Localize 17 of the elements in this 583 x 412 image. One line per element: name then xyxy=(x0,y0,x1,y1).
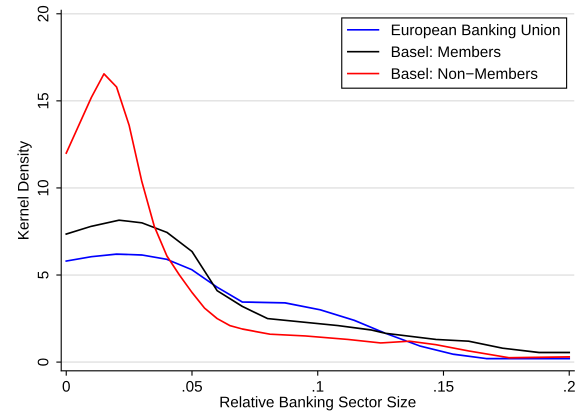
y-tick-label: 20 xyxy=(38,6,48,22)
x-tick-label: .05 xyxy=(182,380,202,392)
x-tick-label: .15 xyxy=(434,381,454,392)
y-axis-title: Kernel Density xyxy=(17,140,32,239)
legend-label: European Banking Union xyxy=(392,24,560,38)
legend-label: Basel: Non−Members xyxy=(392,68,538,80)
x-axis-title: Relative Banking Sector Size xyxy=(220,396,416,410)
y-tick-label: 15 xyxy=(38,93,48,108)
line-series xyxy=(65,253,570,360)
x-tick-label: .1 xyxy=(312,381,324,392)
x-tick-label: .2 xyxy=(564,380,575,392)
x-tick-label: 0 xyxy=(62,380,70,392)
y-tick-label: 0 xyxy=(38,358,48,366)
y-tick-label: 10 xyxy=(38,180,48,196)
y-tick-label: 5 xyxy=(38,271,48,279)
legend-label: Basel: Members xyxy=(392,46,500,58)
line-series xyxy=(65,219,570,354)
